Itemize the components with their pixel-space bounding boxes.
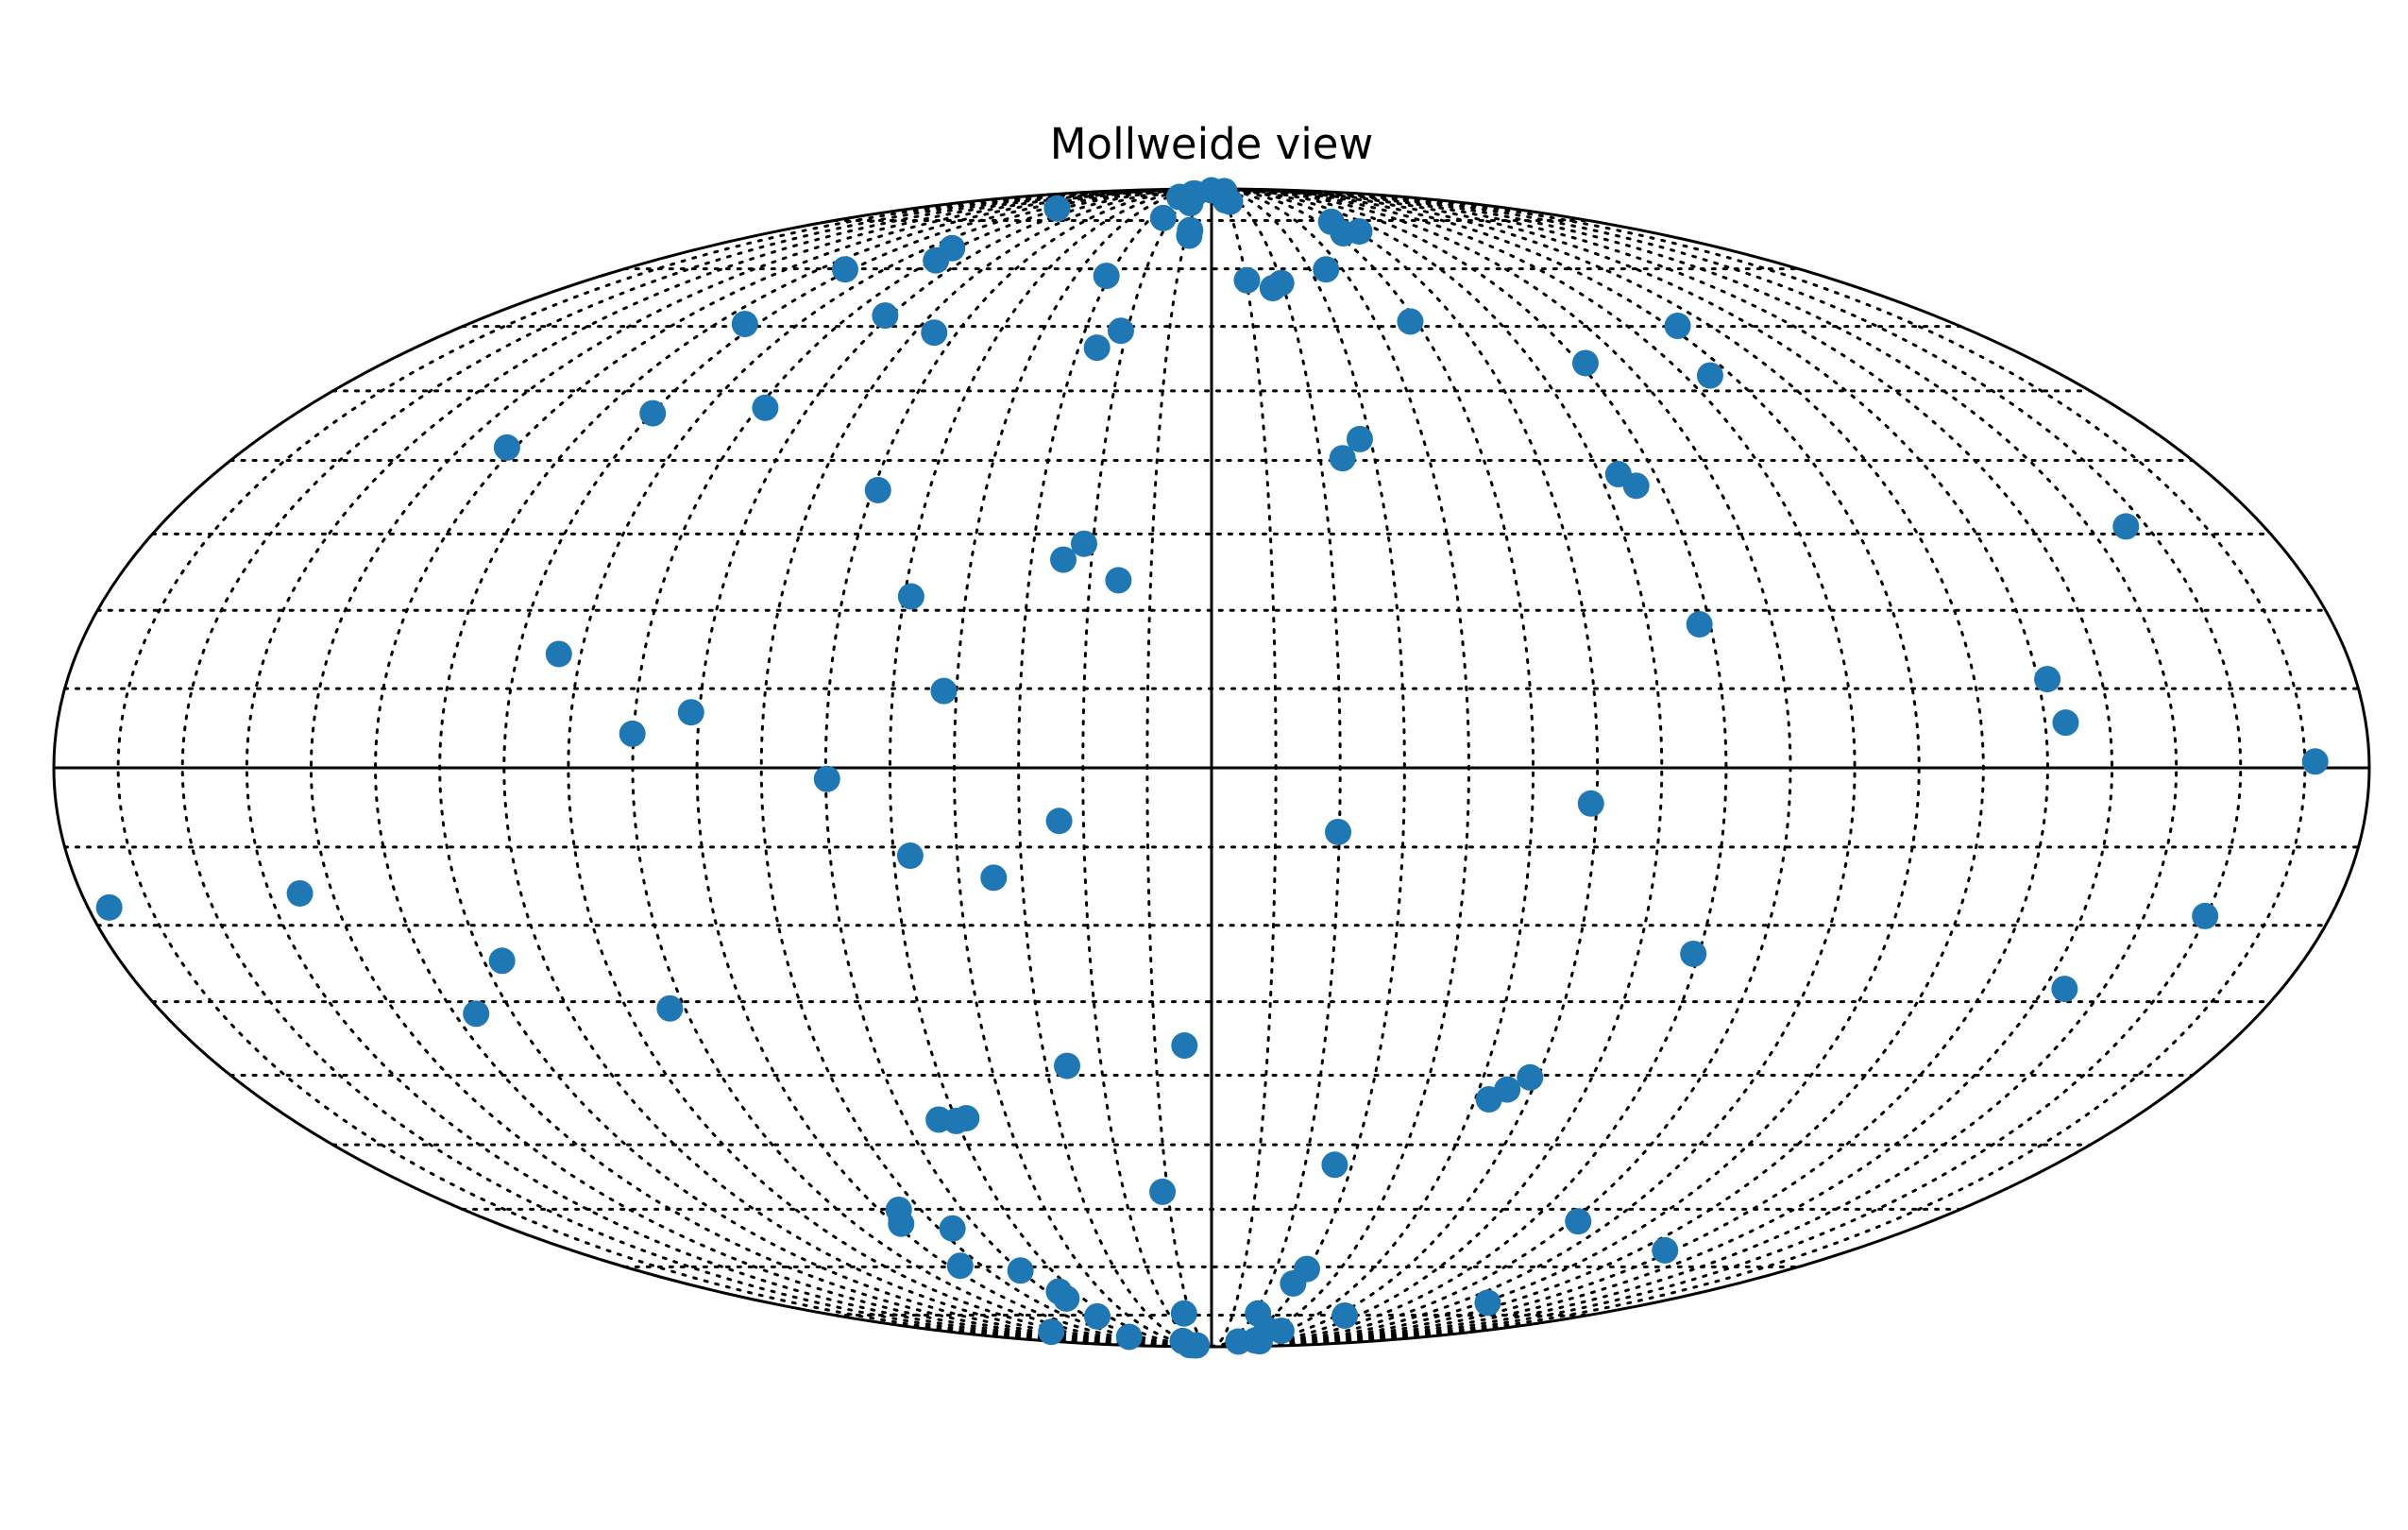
data-point [1225,1328,1252,1355]
meridian-line [1210,187,1535,1349]
data-point [619,720,646,747]
data-point [1007,1257,1034,1284]
data-point [980,864,1008,892]
data-point [1053,1284,1080,1312]
data-point [1170,1300,1197,1327]
data-point [1149,1178,1177,1205]
data-point [639,400,667,427]
data-point [1107,317,1134,345]
data-point [864,476,891,503]
data-point [1176,222,1203,249]
data-point [2112,513,2140,540]
data-point [1565,1208,1592,1235]
meridian-line [1210,187,1728,1349]
data-point [1180,1332,1208,1359]
data-point [677,699,704,726]
data-point [1313,256,1340,283]
meridian-line [1210,187,1664,1349]
data-point [1050,546,1077,573]
meridian-line [1210,187,2307,1349]
data-point [1083,334,1111,362]
data-point [545,640,572,668]
scatter-points [95,177,2329,1359]
data-point [897,583,924,610]
data-point [488,947,516,975]
data-point [1233,266,1261,294]
data-point [1331,1301,1359,1329]
meridian-line [888,187,1213,1349]
data-point [888,1210,915,1237]
data-point [1093,263,1120,290]
data-point [921,319,948,347]
data-point [942,1107,970,1134]
data-point [2052,709,2079,737]
data-point [896,842,924,870]
data-point [923,246,950,274]
data-point [1038,1318,1065,1346]
data-point [1680,940,1707,967]
data-point [1177,190,1204,217]
chart-title: Mollweide view [1050,119,1374,169]
data-point [1346,425,1373,452]
data-point [1397,308,1424,335]
data-point [493,434,520,461]
data-point [1321,1151,1348,1179]
data-point [1083,1302,1111,1330]
data-point [1696,362,1723,389]
data-point [1346,218,1373,246]
data-point [2051,976,2078,1003]
data-point [1517,1063,1544,1091]
meridian-line [759,187,1213,1349]
data-point [872,302,899,330]
data-point [1475,1086,1502,1114]
data-point [1043,195,1071,222]
data-point [1652,1236,1679,1264]
data-point [1267,269,1295,297]
meridian-line [1210,187,2114,1349]
meridian-line [309,187,1213,1349]
data-point [1054,1052,1081,1080]
data-point [2192,902,2219,929]
axes [52,187,2371,1349]
data-point [930,677,958,705]
data-point [1216,188,1244,215]
meridian-line [116,187,1213,1349]
data-point [939,1215,966,1242]
data-point [1171,1032,1198,1060]
data-point [1686,611,1713,638]
data-point [1105,567,1132,594]
data-point [656,994,684,1022]
data-point [1325,818,1352,845]
data-point [2034,666,2061,693]
data-point [95,893,123,921]
data-point [946,1252,974,1280]
data-point [1664,313,1691,340]
data-point [1149,204,1177,231]
data-point [2301,748,2329,775]
data-point [1045,808,1073,835]
data-point [286,879,314,907]
data-point [752,394,779,421]
data-point [1280,1269,1307,1297]
data-point [1329,445,1356,472]
data-point [813,765,840,792]
data-point [1070,530,1097,557]
data-point [1571,349,1599,377]
data-point [1622,472,1650,500]
meridian-line [1210,187,1857,1349]
meridian-line [567,187,1213,1349]
data-point [1115,1323,1143,1351]
data-point [1577,790,1604,817]
data-point [731,311,758,338]
data-point [463,1000,490,1028]
data-point [1474,1289,1501,1317]
data-point [831,256,858,283]
